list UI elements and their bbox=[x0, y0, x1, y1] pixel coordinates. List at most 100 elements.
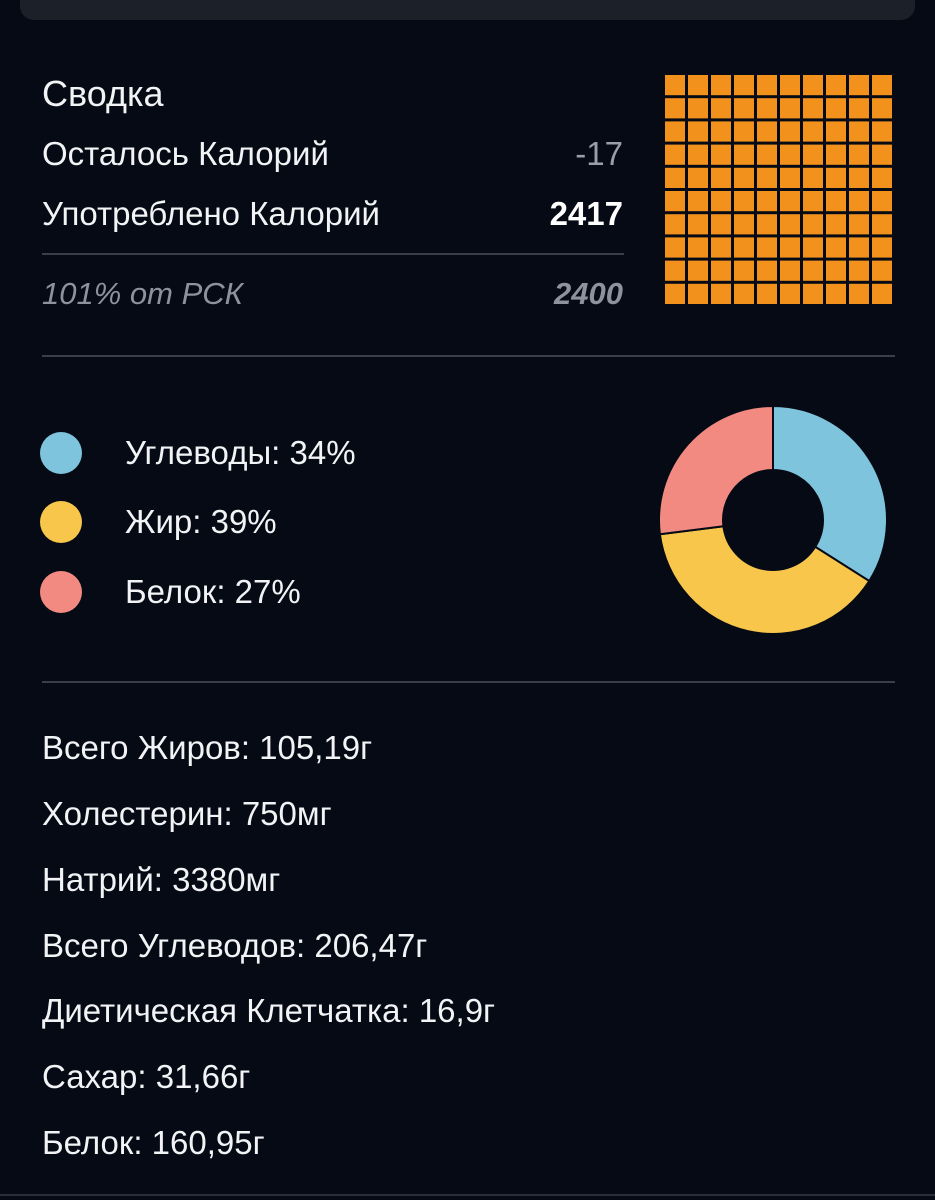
nutrient-dietary-fiber: Диетическая Клетчатка: 16,9г bbox=[42, 992, 496, 1029]
waffle-cell bbox=[734, 260, 754, 281]
waffle-cell bbox=[757, 75, 777, 96]
waffle-cell bbox=[849, 283, 869, 304]
legend-item-protein: Белок: 27% bbox=[40, 569, 301, 615]
waffle-cell bbox=[803, 283, 823, 304]
nutrient-cholesterol: Холестерин: 750мг bbox=[42, 795, 332, 832]
waffle-cell bbox=[665, 98, 685, 119]
waffle-cell bbox=[688, 260, 708, 281]
waffle-cell bbox=[665, 121, 685, 142]
waffle-cell bbox=[688, 237, 708, 258]
section-divider bbox=[42, 681, 895, 683]
waffle-cell bbox=[872, 167, 892, 188]
waffle-cell bbox=[803, 75, 823, 96]
remaining-calories-label: Осталось Калорий bbox=[42, 135, 329, 172]
waffle-cell bbox=[780, 237, 800, 258]
waffle-cell bbox=[665, 191, 685, 212]
carbs-color-dot bbox=[40, 432, 82, 474]
waffle-cell bbox=[826, 121, 846, 142]
waffle-cell bbox=[849, 167, 869, 188]
donut-slice-2 bbox=[658, 404, 774, 536]
waffle-cell bbox=[826, 167, 846, 188]
summary-title: Сводка bbox=[42, 73, 164, 114]
waffle-cell bbox=[757, 191, 777, 212]
waffle-cell bbox=[826, 75, 846, 96]
waffle-cell bbox=[688, 144, 708, 165]
rdi-percent-label: 101% от РСК bbox=[42, 276, 243, 311]
waffle-cell bbox=[803, 191, 823, 212]
waffle-cell bbox=[688, 214, 708, 235]
waffle-cell bbox=[734, 191, 754, 212]
waffle-cell bbox=[803, 98, 823, 119]
waffle-cell bbox=[849, 144, 869, 165]
waffle-cell bbox=[826, 237, 846, 258]
consumed-calories-value: 2417 bbox=[549, 195, 623, 232]
waffle-cell bbox=[803, 167, 823, 188]
waffle-cell bbox=[872, 191, 892, 212]
waffle-cell bbox=[688, 75, 708, 96]
nutrient-sodium: Натрий: 3380мг bbox=[42, 861, 281, 898]
waffle-cell bbox=[665, 167, 685, 188]
waffle-cell bbox=[780, 167, 800, 188]
waffle-cell bbox=[734, 237, 754, 258]
waffle-cell bbox=[826, 191, 846, 212]
waffle-cell bbox=[711, 144, 731, 165]
nutrient-total-carbs: Всего Углеводов: 206,47г bbox=[42, 927, 428, 964]
waffle-cell bbox=[872, 260, 892, 281]
waffle-cell bbox=[849, 121, 869, 142]
waffle-cell bbox=[780, 214, 800, 235]
waffle-cell bbox=[688, 121, 708, 142]
waffle-cell bbox=[780, 98, 800, 119]
fat-legend-label: Жир: 39% bbox=[125, 503, 277, 540]
waffle-cell bbox=[757, 237, 777, 258]
waffle-cell bbox=[757, 167, 777, 188]
waffle-cell bbox=[849, 260, 869, 281]
waffle-cell bbox=[780, 191, 800, 212]
waffle-cell bbox=[803, 214, 823, 235]
legend-item-fat: Жир: 39% bbox=[40, 499, 277, 545]
waffle-cell bbox=[665, 144, 685, 165]
top-card-edge bbox=[20, 0, 915, 20]
waffle-cell bbox=[780, 144, 800, 165]
waffle-cell bbox=[711, 237, 731, 258]
waffle-cell bbox=[688, 167, 708, 188]
donut-slice-1 bbox=[658, 525, 871, 635]
waffle-cell bbox=[688, 98, 708, 119]
waffle-cell bbox=[711, 191, 731, 212]
waffle-cell bbox=[711, 167, 731, 188]
waffle-cell bbox=[872, 283, 892, 304]
waffle-cell bbox=[665, 237, 685, 258]
waffle-cell bbox=[734, 144, 754, 165]
waffle-cell bbox=[711, 75, 731, 96]
waffle-cell bbox=[665, 214, 685, 235]
waffle-cell bbox=[803, 260, 823, 281]
fat-color-dot bbox=[40, 501, 82, 543]
nutrient-protein: Белок: 160,95г bbox=[42, 1124, 265, 1161]
waffle-cell bbox=[665, 283, 685, 304]
waffle-cell bbox=[757, 121, 777, 142]
consumed-calories-label: Употреблено Калорий bbox=[42, 195, 380, 232]
carbs-legend-label: Углеводы: 34% bbox=[125, 434, 356, 471]
waffle-cell bbox=[688, 191, 708, 212]
waffle-cell bbox=[757, 283, 777, 304]
waffle-cell bbox=[711, 214, 731, 235]
nutrient-total-fat: Всего Жиров: 105,19г bbox=[42, 729, 373, 766]
remaining-calories-value: -17 bbox=[575, 135, 623, 172]
waffle-cell bbox=[872, 75, 892, 96]
waffle-cell bbox=[665, 260, 685, 281]
waffle-cell bbox=[757, 260, 777, 281]
waffle-cell bbox=[826, 144, 846, 165]
waffle-cell bbox=[757, 214, 777, 235]
waffle-cell bbox=[734, 98, 754, 119]
donut-slice-0 bbox=[772, 404, 888, 583]
waffle-cell bbox=[711, 98, 731, 119]
calorie-waffle-chart bbox=[665, 75, 892, 304]
waffle-cell bbox=[849, 214, 869, 235]
summary-divider bbox=[42, 253, 624, 255]
macros-donut-chart bbox=[658, 404, 888, 635]
waffle-cell bbox=[711, 121, 731, 142]
legend-item-carbs: Углеводы: 34% bbox=[40, 430, 356, 476]
waffle-cell bbox=[826, 214, 846, 235]
waffle-cell bbox=[872, 121, 892, 142]
waffle-cell bbox=[780, 260, 800, 281]
waffle-cell bbox=[849, 98, 869, 119]
